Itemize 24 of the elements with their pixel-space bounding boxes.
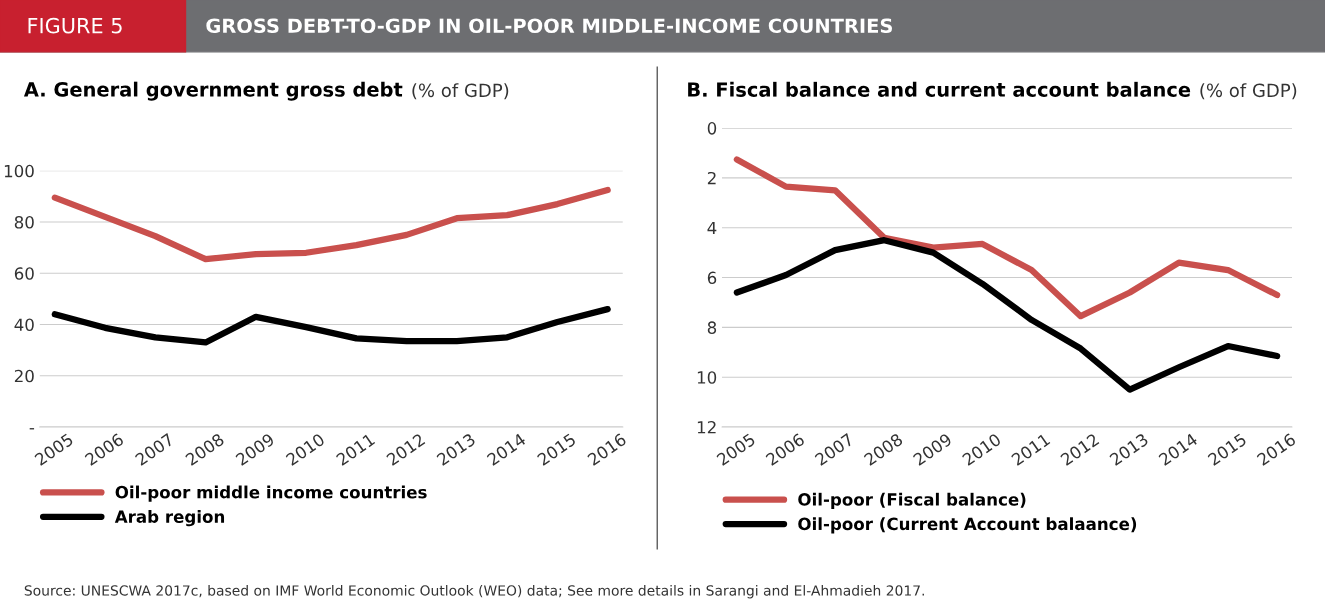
y-tick-label: 0	[707, 122, 717, 135]
y-tick-label: -	[29, 428, 35, 430]
chart-title: B. Fiscal balance and current account balance	[688, 81, 1191, 97]
y-tick-label: 40	[14, 318, 34, 332]
source-note: Source: UNESCWA 2017c, based on IMF World Economic Outlook (WEO) data; See more details in Sarangi and El-Ahmadieh 2017.	[24, 584, 924, 599]
chart-subtitle: (% of GDP)	[412, 83, 509, 100]
y-tick-label: 12	[697, 420, 716, 434]
legend-label: Oil-poor middle income countries	[115, 485, 427, 502]
y-tick-label: 80	[14, 216, 34, 229]
legend-label: Arab region	[114, 510, 225, 527]
y-tick-label: 2	[707, 171, 716, 185]
y-tick-label: 8	[707, 321, 717, 334]
y-tick-label: 6	[707, 271, 717, 285]
legend-label: Oil-poor (Current Account balaance)	[798, 517, 1137, 534]
y-tick-label: 60	[14, 267, 34, 280]
caption: FIGURE 5	[28, 17, 122, 34]
y-tick-label: 100	[4, 164, 34, 178]
chart-title: A. General government gross debt	[23, 81, 403, 101]
legend-label: Oil-poor (Fiscal balance)	[798, 492, 1026, 509]
chart-subtitle: (% of GDP)	[1200, 83, 1297, 100]
y-tick-label: 4	[707, 221, 717, 235]
text: GROSS DEBT-TO-GDP IN OIL-POOR MIDDLE-INCOME COUNTRIES	[206, 18, 892, 34]
y-tick-label: 10	[697, 371, 717, 384]
y-tick-label: 20	[14, 369, 34, 383]
